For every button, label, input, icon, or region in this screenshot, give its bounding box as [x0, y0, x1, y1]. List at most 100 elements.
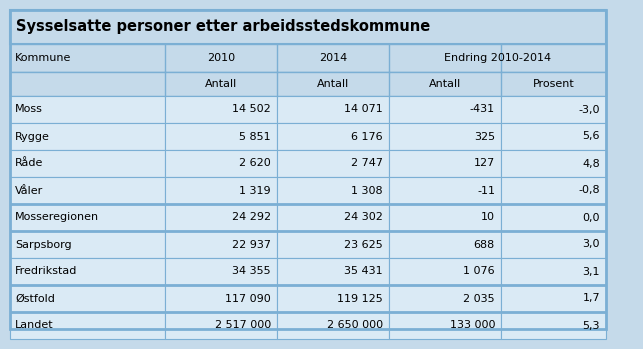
Text: Våler: Våler [15, 186, 43, 195]
Bar [165, 258, 277, 285]
Bar [277, 258, 389, 285]
Text: Kommune: Kommune [15, 53, 71, 63]
Bar [165, 177, 277, 204]
Bar [501, 96, 606, 123]
Text: 2 650 000: 2 650 000 [327, 320, 383, 331]
Bar [165, 204, 277, 231]
Text: 1 308: 1 308 [351, 186, 383, 195]
Text: Råde: Råde [15, 158, 43, 169]
Text: Mosseregionen: Mosseregionen [15, 213, 99, 223]
Bar [277, 150, 389, 177]
Text: Endring 2010-2014: Endring 2010-2014 [444, 53, 551, 63]
Bar [10, 204, 165, 231]
Bar [10, 285, 165, 312]
Text: 4,8: 4,8 [583, 158, 600, 169]
Text: -0,8: -0,8 [578, 186, 600, 195]
Text: Rygge: Rygge [15, 132, 50, 141]
Bar [10, 258, 165, 285]
Bar [165, 150, 277, 177]
Text: 1 076: 1 076 [464, 267, 495, 276]
Text: 117 090: 117 090 [225, 294, 271, 304]
Bar [501, 231, 606, 258]
Text: 14 071: 14 071 [344, 104, 383, 114]
Text: 5 851: 5 851 [239, 132, 271, 141]
Bar [501, 204, 606, 231]
Bar [389, 312, 501, 339]
Text: 325: 325 [474, 132, 495, 141]
Text: 6 176: 6 176 [351, 132, 383, 141]
Bar [165, 285, 277, 312]
Bar [277, 285, 389, 312]
Text: -3,0: -3,0 [579, 104, 600, 114]
Bar [277, 312, 389, 339]
Text: 2 517 000: 2 517 000 [215, 320, 271, 331]
Bar [10, 96, 165, 123]
Bar [501, 123, 606, 150]
Bar [277, 123, 389, 150]
Bar [165, 96, 277, 123]
Text: 3,0: 3,0 [583, 239, 600, 250]
Text: 10: 10 [481, 213, 495, 223]
Bar [165, 123, 277, 150]
Text: 119 125: 119 125 [337, 294, 383, 304]
Bar [10, 10, 606, 44]
Text: Moss: Moss [15, 104, 43, 114]
Text: Prosent: Prosent [532, 79, 574, 89]
Text: 2 747: 2 747 [351, 158, 383, 169]
Text: 24 292: 24 292 [232, 213, 271, 223]
Text: 5,6: 5,6 [583, 132, 600, 141]
Text: Østfold: Østfold [15, 294, 55, 304]
Bar [389, 258, 501, 285]
Text: 1 319: 1 319 [239, 186, 271, 195]
Text: Antall: Antall [317, 79, 349, 89]
Bar [10, 177, 165, 204]
Bar [389, 204, 501, 231]
Bar [501, 285, 606, 312]
Bar [10, 123, 165, 150]
Text: 2 620: 2 620 [239, 158, 271, 169]
Text: Antall: Antall [429, 79, 461, 89]
Bar [277, 177, 389, 204]
Bar [277, 204, 389, 231]
Text: 2014: 2014 [319, 53, 347, 63]
Bar [389, 285, 501, 312]
Text: Landet: Landet [15, 320, 53, 331]
Bar [165, 312, 277, 339]
Text: Fredrikstad: Fredrikstad [15, 267, 77, 276]
Bar [389, 177, 501, 204]
Bar [277, 96, 389, 123]
Bar [389, 150, 501, 177]
Bar [389, 96, 501, 123]
Bar [165, 231, 277, 258]
Bar [501, 258, 606, 285]
Text: Antall: Antall [205, 79, 237, 89]
Text: 127: 127 [474, 158, 495, 169]
Text: 14 502: 14 502 [232, 104, 271, 114]
Text: 2010: 2010 [207, 53, 235, 63]
Text: 35 431: 35 431 [345, 267, 383, 276]
Text: -11: -11 [477, 186, 495, 195]
Text: 22 937: 22 937 [232, 239, 271, 250]
Text: 2 035: 2 035 [464, 294, 495, 304]
Bar [501, 312, 606, 339]
Bar [501, 150, 606, 177]
Text: 23 625: 23 625 [344, 239, 383, 250]
Bar [10, 44, 606, 72]
Text: 133 000: 133 000 [449, 320, 495, 331]
Text: 0,0: 0,0 [583, 213, 600, 223]
Bar [10, 150, 165, 177]
Text: 3,1: 3,1 [583, 267, 600, 276]
Text: 5,3: 5,3 [583, 320, 600, 331]
Bar [277, 231, 389, 258]
Bar [10, 231, 165, 258]
Bar [10, 312, 165, 339]
Bar [501, 177, 606, 204]
Text: Sysselsatte personer etter arbeidsstedskommune: Sysselsatte personer etter arbeidsstedsk… [16, 20, 430, 35]
Bar [389, 123, 501, 150]
Text: Sarpsborg: Sarpsborg [15, 239, 71, 250]
Text: 34 355: 34 355 [232, 267, 271, 276]
Text: -431: -431 [470, 104, 495, 114]
Text: 1,7: 1,7 [583, 294, 600, 304]
Bar [389, 231, 501, 258]
Text: 688: 688 [474, 239, 495, 250]
